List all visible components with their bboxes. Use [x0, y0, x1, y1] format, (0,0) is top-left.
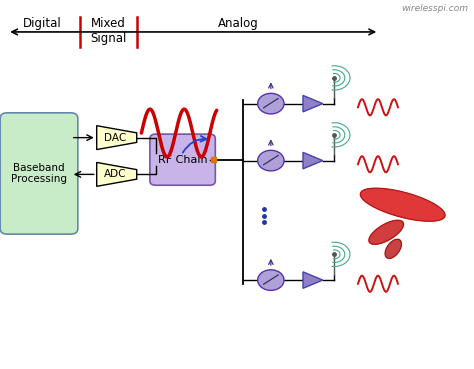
- Circle shape: [258, 270, 284, 290]
- Polygon shape: [360, 188, 445, 221]
- Text: Digital: Digital: [23, 17, 62, 30]
- FancyBboxPatch shape: [150, 134, 215, 185]
- Text: RF Chain: RF Chain: [158, 155, 208, 165]
- Text: DAC: DAC: [103, 132, 126, 143]
- FancyBboxPatch shape: [210, 158, 216, 162]
- Polygon shape: [385, 239, 401, 258]
- Polygon shape: [303, 272, 323, 288]
- Text: Mixed
Signal: Mixed Signal: [90, 17, 127, 45]
- Circle shape: [258, 93, 284, 114]
- Polygon shape: [369, 220, 403, 244]
- Text: Analog: Analog: [218, 17, 258, 30]
- Text: wirelesspi.com: wirelesspi.com: [401, 4, 469, 13]
- Text: ADC: ADC: [103, 169, 126, 179]
- Polygon shape: [303, 96, 323, 112]
- Polygon shape: [97, 162, 137, 186]
- Text: Baseband
Processing: Baseband Processing: [11, 163, 67, 184]
- Polygon shape: [303, 152, 323, 169]
- Circle shape: [258, 150, 284, 171]
- FancyBboxPatch shape: [0, 113, 78, 234]
- Polygon shape: [97, 126, 137, 149]
